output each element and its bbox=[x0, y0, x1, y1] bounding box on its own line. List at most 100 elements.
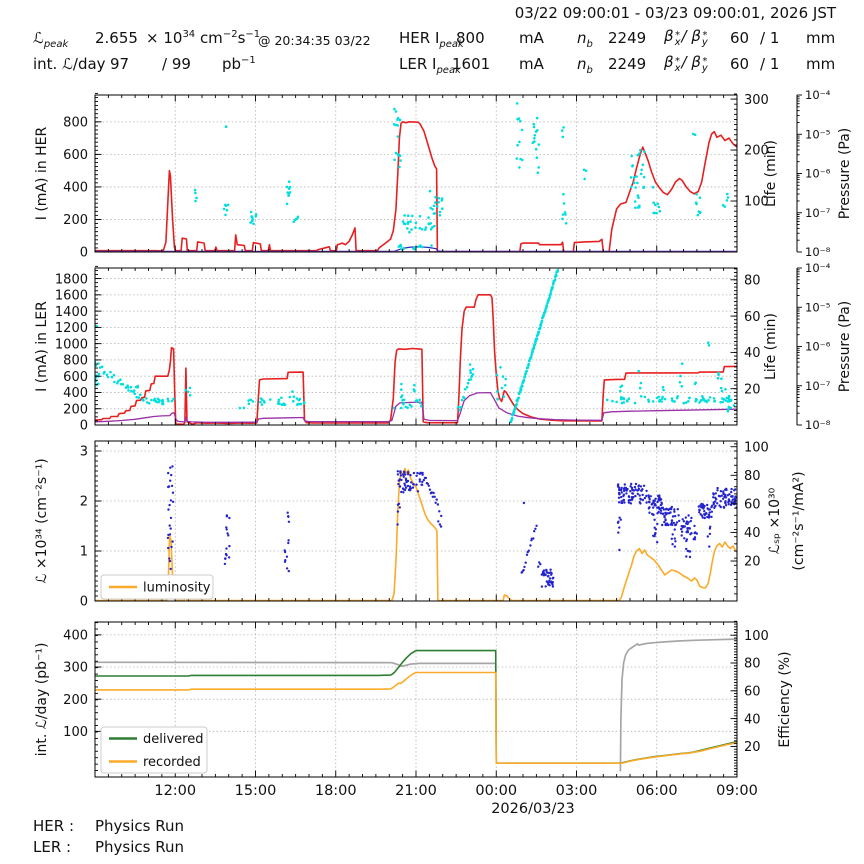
her-run-label: HER : bbox=[33, 817, 75, 835]
ler-nb-value: 2249 bbox=[608, 55, 647, 73]
svg-text:40: 40 bbox=[744, 526, 761, 541]
ler-run-label: LER : bbox=[33, 838, 72, 856]
svg-text:20: 20 bbox=[744, 382, 761, 397]
lpeak-timestamp: @ 20:34:35 03/22 bbox=[258, 33, 371, 48]
svg-text:1000: 1000 bbox=[55, 337, 88, 352]
svg-text:luminosity: luminosity bbox=[143, 581, 211, 596]
svg-text:06:00: 06:00 bbox=[636, 783, 678, 799]
svg-text:400: 400 bbox=[63, 181, 88, 196]
svg-text:Pressure (Pa): Pressure (Pa) bbox=[837, 301, 853, 393]
svg-text:10⁻⁷: 10⁻⁷ bbox=[805, 206, 831, 220]
svg-text:300: 300 bbox=[63, 661, 88, 676]
svg-text:10⁻⁴: 10⁻⁴ bbox=[805, 88, 831, 102]
svg-text:Efficiency (%): Efficiency (%) bbox=[777, 651, 793, 747]
svg-text:1400: 1400 bbox=[55, 305, 88, 320]
svg-text:15:00: 15:00 bbox=[235, 783, 277, 799]
lpeak-unit: × 1034 cm−2s−1 bbox=[146, 29, 261, 47]
plot-her: 0 200 400 600 800 100 200 300 I (mA) in HER Life … bbox=[34, 88, 853, 261]
ler-ipeak-value: 1601 bbox=[452, 55, 491, 73]
svg-text:40: 40 bbox=[744, 712, 761, 727]
her-beta-unit: mm bbox=[806, 29, 836, 47]
svg-text:60: 60 bbox=[744, 684, 761, 699]
scatter-ler-life bbox=[95, 268, 736, 424]
svg-text:20: 20 bbox=[744, 555, 761, 570]
svg-text:10⁻⁶: 10⁻⁶ bbox=[805, 340, 831, 354]
svg-text:0: 0 bbox=[80, 246, 88, 261]
ler-ipeak-label: LER Ipeak bbox=[399, 55, 461, 76]
svg-text:600: 600 bbox=[63, 148, 88, 163]
svg-text:100: 100 bbox=[63, 725, 88, 740]
her-run-mode: Physics Run bbox=[95, 817, 185, 835]
series-recorded bbox=[95, 671, 737, 764]
svg-text:1800: 1800 bbox=[55, 272, 88, 287]
her-betay-value: / 1 bbox=[760, 29, 780, 47]
svg-text:delivered: delivered bbox=[143, 732, 203, 747]
ler-beta-label: β * x / β * y bbox=[664, 53, 708, 74]
svg-text:10⁻⁴: 10⁻⁴ bbox=[805, 261, 831, 275]
svg-text:2: 2 bbox=[80, 495, 88, 510]
svg-text:300: 300 bbox=[744, 93, 769, 108]
int-lday-delivered: / 99 bbox=[162, 55, 191, 73]
svg-text:00:00: 00:00 bbox=[475, 783, 517, 799]
scatter-specific-luminosity bbox=[166, 465, 737, 588]
svg-text:1200: 1200 bbox=[55, 321, 88, 336]
svg-text:12:00: 12:00 bbox=[154, 783, 196, 799]
svg-text:200: 200 bbox=[63, 402, 88, 417]
svg-text:100: 100 bbox=[744, 195, 769, 210]
ler-beta-unit: mm bbox=[806, 55, 836, 73]
svg-text:80: 80 bbox=[744, 273, 761, 288]
her-ipeak-unit: mA bbox=[519, 29, 544, 47]
x-axis-labels: 12:00 15:00 18:00 21:00 00:00 03:00 06:00 09:00… bbox=[154, 783, 758, 817]
date-range: 03/22 09:00:01 - 03/23 09:00:01, 2026 JS… bbox=[514, 4, 836, 22]
svg-text:Pressure (Pa): Pressure (Pa) bbox=[837, 128, 853, 220]
svg-text:Life (min): Life (min) bbox=[763, 313, 779, 380]
svg-text:60: 60 bbox=[744, 498, 761, 513]
svg-text:I (mA) in LER: I (mA) in LER bbox=[34, 301, 50, 392]
scatter-her-life bbox=[193, 102, 730, 251]
svg-text:1: 1 bbox=[80, 545, 88, 560]
svg-text:800: 800 bbox=[63, 354, 88, 369]
series-ler-current bbox=[95, 294, 737, 425]
svg-text:200: 200 bbox=[63, 213, 88, 228]
int-lday-label: int. ℒ/day bbox=[33, 55, 106, 73]
legend-lum bbox=[100, 574, 214, 600]
svg-text:recorded: recorded bbox=[143, 755, 201, 770]
svg-text:03:00: 03:00 bbox=[556, 783, 598, 799]
series-efficiency bbox=[95, 638, 737, 772]
ler-betax-value: 60 bbox=[730, 55, 750, 73]
svg-text:10⁻⁷: 10⁻⁷ bbox=[805, 379, 831, 393]
svg-text:200: 200 bbox=[744, 144, 769, 159]
int-lday-recorded: 97 bbox=[110, 55, 130, 73]
her-nb-label: nb bbox=[577, 29, 593, 50]
int-lday-unit: pb−1 bbox=[222, 55, 256, 73]
svg-text:100: 100 bbox=[744, 629, 769, 644]
svg-text:ℒₛₚ ×10³⁰: ℒₛₚ ×10³⁰ bbox=[767, 487, 783, 554]
svg-text:Life (min): Life (min) bbox=[763, 140, 779, 207]
svg-text:400: 400 bbox=[63, 629, 88, 644]
series-ler-pressure-line bbox=[95, 391, 737, 423]
svg-text:18:00: 18:00 bbox=[315, 783, 357, 799]
her-ipeak-label: HER Ipeak bbox=[399, 29, 464, 50]
svg-text:200: 200 bbox=[63, 693, 88, 708]
ler-ipeak-unit: mA bbox=[519, 55, 544, 73]
svg-text:21:00: 21:00 bbox=[395, 783, 437, 799]
her-ipeak-value: 800 bbox=[456, 29, 485, 47]
series-her-current bbox=[95, 121, 737, 252]
ler-betay-value: / 1 bbox=[760, 55, 780, 73]
svg-text:10⁻⁸: 10⁻⁸ bbox=[805, 418, 831, 432]
her-beta-label: β * x / β * y bbox=[664, 27, 708, 48]
svg-text:int. ℒ/day (pb⁻¹): int. ℒ/day (pb⁻¹) bbox=[34, 643, 50, 757]
plot-intlum: 100 200 300 400 20 40 60 80 100 int. ℒ/day (pb⁻¹)… bbox=[34, 620, 793, 778]
svg-text:40: 40 bbox=[744, 346, 761, 361]
svg-text:ℒ ×10³⁴ (cm⁻²s⁻¹): ℒ ×10³⁴ (cm⁻²s⁻¹) bbox=[34, 458, 50, 583]
svg-text:0: 0 bbox=[80, 595, 88, 610]
svg-text:600: 600 bbox=[63, 370, 88, 385]
svg-text:10⁻⁶: 10⁻⁶ bbox=[805, 167, 831, 181]
svg-text:09:00: 09:00 bbox=[716, 783, 758, 799]
svg-text:20: 20 bbox=[744, 740, 761, 755]
x-axis-date: 2026/03/23 bbox=[491, 801, 575, 817]
svg-text:800: 800 bbox=[63, 116, 88, 131]
